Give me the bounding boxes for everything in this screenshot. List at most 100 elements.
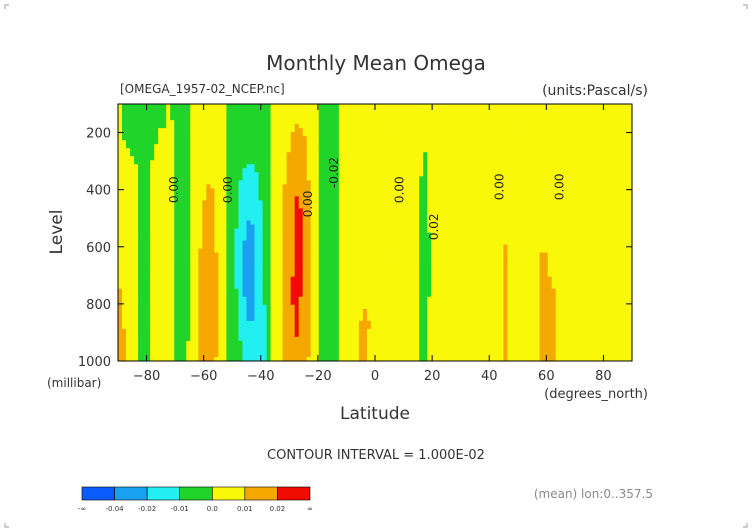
- contour-cell: [238, 252, 243, 257]
- contour-cell: [383, 244, 388, 249]
- contour-cell: [354, 344, 360, 350]
- contour-cell: [178, 124, 183, 129]
- contour-cell: [190, 116, 195, 121]
- contour-cell: [158, 252, 163, 257]
- contour-cell: [411, 108, 416, 113]
- contour-cell: [246, 140, 251, 145]
- contour-cell: [158, 132, 163, 137]
- contour-cell: [342, 168, 348, 173]
- contour-cell: [146, 156, 151, 161]
- contour-cell: [178, 212, 183, 217]
- contour-cell: [242, 320, 247, 326]
- contour-cell: [290, 344, 296, 350]
- contour-cell: [266, 240, 271, 245]
- contour-cell: [379, 248, 384, 253]
- contour-cell: [379, 268, 384, 274]
- contour-cell: [230, 132, 235, 137]
- contour-cell: [370, 164, 376, 169]
- contour-cell: [242, 264, 247, 269]
- contour-cell: [278, 200, 283, 205]
- contour-cell: [411, 264, 416, 269]
- contour-cell: [222, 136, 227, 141]
- contour-cell: [366, 252, 372, 257]
- contour-cell: [214, 340, 219, 346]
- contour-cell: [198, 340, 203, 346]
- contour-cell: [182, 300, 187, 306]
- contour-cell: [146, 284, 151, 290]
- contour-cell: [407, 128, 412, 133]
- contour-cell: [138, 260, 143, 265]
- contour-cell: [395, 152, 400, 157]
- contour-cell: [134, 200, 139, 205]
- contour-cell: [174, 124, 179, 129]
- contour-cell: [362, 304, 368, 310]
- contour-cell: [234, 288, 239, 294]
- contour-cell: [142, 152, 147, 157]
- contour-cell: [258, 308, 263, 314]
- contour-cell: [134, 148, 139, 153]
- contour-cell: [310, 224, 316, 229]
- contour-cell: [122, 232, 127, 237]
- contour-cell: [250, 212, 255, 217]
- contour-cell: [170, 148, 175, 153]
- contour-cell: [366, 260, 372, 265]
- contour-cell: [166, 128, 171, 133]
- contour-cell: [326, 132, 332, 137]
- contour-cell: [206, 144, 211, 149]
- contour-cell: [238, 160, 243, 165]
- contour-cell: [174, 240, 179, 245]
- contour-cell: [415, 332, 420, 338]
- contour-cell: [366, 196, 372, 201]
- contour-cell: [142, 260, 147, 265]
- contour-cell: [230, 216, 235, 221]
- contour-cell: [290, 188, 296, 193]
- contour-cell: [194, 332, 199, 338]
- contour-cell: [122, 216, 127, 221]
- contour-cell: [366, 140, 372, 145]
- contour-cell: [202, 320, 207, 326]
- contour-cell: [306, 292, 312, 298]
- contour-cell: [214, 112, 219, 117]
- contour-cell: [294, 300, 300, 306]
- contour-cell: [306, 296, 312, 302]
- contour-cell: [122, 272, 127, 278]
- contour-cell: [218, 132, 223, 137]
- contour-cell: [254, 128, 259, 133]
- contour-cell: [302, 156, 308, 161]
- contour-cell: [186, 304, 191, 310]
- contour-cell: [314, 160, 320, 165]
- contour-cell: [358, 216, 364, 221]
- contour-cell: [286, 232, 292, 237]
- contour-cell: [242, 140, 247, 145]
- contour-cell: [383, 316, 388, 322]
- contour-cell: [375, 276, 380, 282]
- contour-cell: [194, 288, 199, 294]
- contour-cell: [194, 156, 199, 161]
- contour-cell: [262, 124, 267, 129]
- contour-cell: [278, 216, 283, 221]
- contour-cell: [427, 176, 432, 181]
- contour-cell: [238, 144, 243, 149]
- contour-cell: [326, 168, 332, 173]
- contour-cell: [298, 228, 304, 233]
- contour-cell: [358, 284, 364, 290]
- contour-cell: [407, 356, 412, 362]
- contour-cell: [362, 300, 368, 306]
- contour-cell: [403, 296, 408, 302]
- contour-cell: [214, 304, 219, 310]
- contour-cell: [342, 224, 348, 229]
- contour-cell: [286, 116, 292, 121]
- contour-cell: [226, 276, 231, 282]
- contour-cell: [178, 328, 183, 334]
- contour-cell: [122, 300, 127, 306]
- contour-cell: [298, 144, 304, 149]
- contour-cell: [403, 172, 408, 177]
- contour-cell: [222, 224, 227, 229]
- contour-cell: [154, 336, 159, 342]
- contour-cell: [122, 236, 127, 241]
- contour-cell: [130, 204, 135, 209]
- contour-cell: [234, 264, 239, 269]
- contour-cell: [383, 296, 388, 302]
- contour-cell: [366, 180, 372, 185]
- contour-cell: [206, 224, 211, 229]
